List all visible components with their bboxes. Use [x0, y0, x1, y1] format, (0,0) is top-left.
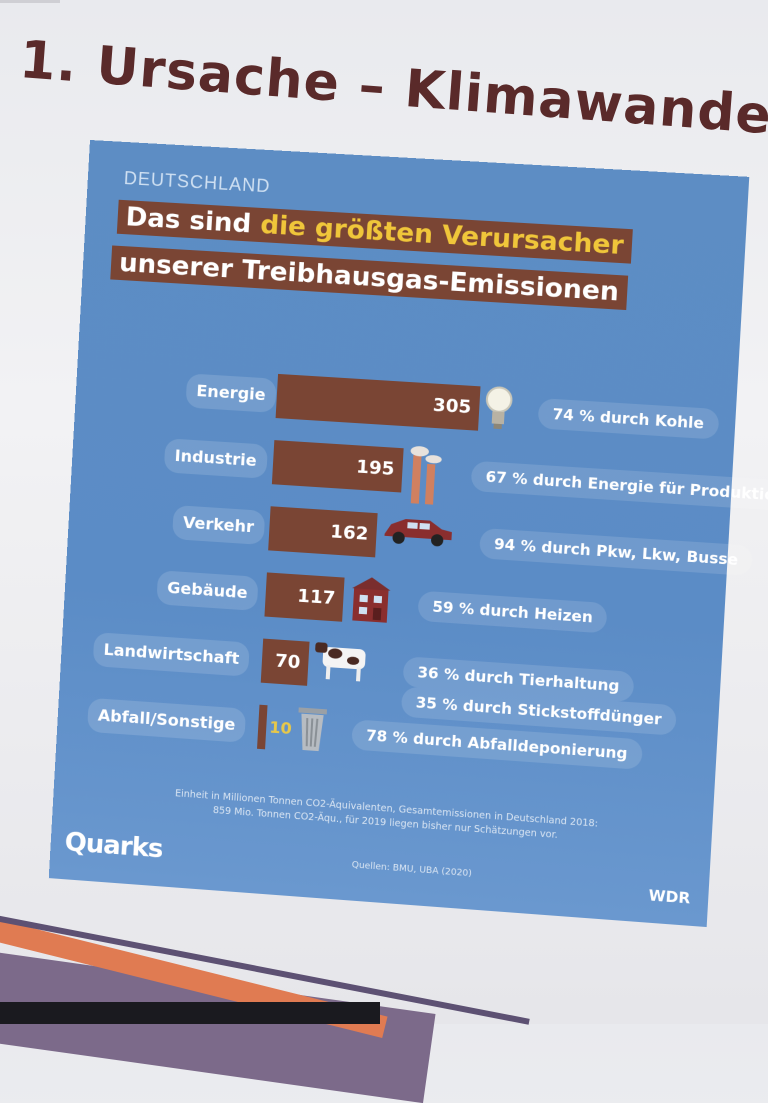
category-label: Industrie: [164, 438, 268, 479]
bar-3: 162: [268, 506, 377, 557]
category-label: Energie: [185, 373, 276, 413]
footnote: Einheit in Millionen Tonnen CO2-Äquivale…: [143, 785, 631, 848]
bar-1: 305: [276, 374, 481, 431]
annotation-note: 59 % durch Heizen: [417, 591, 608, 634]
bar-5: 70: [261, 639, 310, 686]
bar-value-label: 10: [268, 705, 293, 751]
top-rule: [0, 0, 60, 3]
category-label: Verkehr: [172, 505, 265, 545]
light-bulb-icon: [482, 383, 516, 437]
bar-value-label: 117: [297, 586, 336, 610]
headline-part-white: Das sind: [125, 202, 261, 240]
bar-value-label: 195: [356, 456, 395, 480]
factory-icon: [404, 444, 448, 511]
headline-part-yellow: die größten Verursacher: [260, 210, 625, 261]
category-label: Abfall/Sonstige: [87, 698, 246, 743]
bar-value-label: 162: [330, 521, 369, 545]
bar-4: 117: [264, 572, 344, 621]
car-icon: [380, 509, 457, 554]
bar-6: [257, 705, 268, 750]
annotation-note: 94 % durch Pkw, Lkw, Busse: [479, 528, 753, 576]
quarks-logo: Quarks: [64, 827, 163, 864]
building-icon: [346, 574, 395, 629]
annotation-note: 74 % durch Kohle: [537, 398, 719, 440]
projector-bottom-bar: [0, 1002, 380, 1024]
slide-title: 1. Ursache – Klimawandel!: [18, 30, 768, 147]
cow-icon: [311, 638, 380, 689]
infographic-frame: DEUTSCHLAND Das sind die größten Verursa…: [48, 140, 759, 938]
source-line: Quellen: BMU, UBA (2020): [351, 860, 472, 879]
infographic-kicker: DEUTSCHLAND: [123, 168, 271, 197]
bar-2: 195: [272, 440, 404, 492]
trash-can-icon: [294, 703, 329, 757]
category-label: Landwirtschaft: [93, 632, 251, 677]
bar-value-label: 70: [274, 650, 300, 673]
wdr-logo: WDR: [648, 886, 691, 907]
infographic-card: DEUTSCHLAND Das sind die größten Verursa…: [49, 140, 749, 927]
category-label: Gebäude: [156, 570, 258, 611]
annotation-note: 67 % durch Energie für Produktion: [471, 461, 768, 512]
bar-value-label: 305: [432, 395, 471, 419]
